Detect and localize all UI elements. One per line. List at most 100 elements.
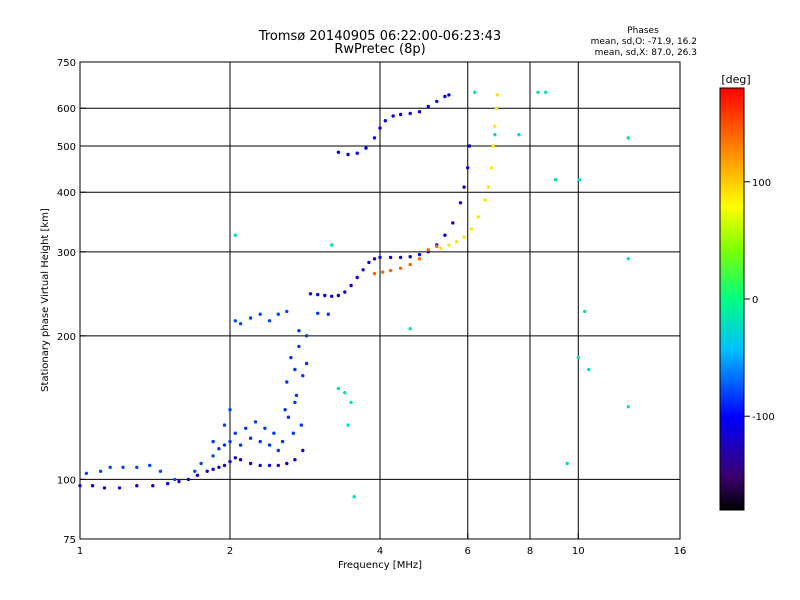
echo-point: [447, 93, 451, 97]
x-tick-label: 4: [377, 546, 383, 557]
echo-point: [102, 486, 107, 490]
echo-point: [372, 136, 377, 140]
x-tick-label: 8: [527, 546, 533, 557]
echo-point: [248, 461, 253, 466]
echo-point: [228, 439, 232, 444]
echo-point: [439, 246, 443, 251]
echo-point: [78, 484, 82, 488]
echo-point: [293, 458, 297, 462]
echo-point: [323, 293, 327, 298]
echo-point: [293, 400, 297, 405]
echo-point: [355, 275, 359, 280]
echo-point: [626, 405, 630, 409]
echo-point: [349, 400, 353, 405]
echo-point: [173, 477, 177, 482]
echo-point: [217, 465, 221, 469]
echo-point: [553, 178, 558, 182]
echo-point: [458, 201, 463, 205]
echo-point: [263, 426, 267, 430]
echo-point: [372, 257, 377, 261]
echo-point: [466, 166, 470, 170]
grid-lines: [80, 62, 680, 539]
echo-point: [238, 443, 243, 447]
echo-point: [443, 233, 447, 237]
y-tick-label: 400: [57, 188, 76, 199]
echo-point: [248, 436, 253, 440]
echo-point: [346, 423, 350, 427]
echo-point: [211, 467, 215, 471]
echo-point: [378, 126, 382, 130]
echo-point: [135, 484, 139, 488]
echo-point: [283, 408, 287, 412]
echo-point: [238, 322, 243, 326]
echo-point: [291, 431, 295, 435]
echo-point: [343, 290, 347, 294]
echo-point: [408, 255, 412, 259]
echo-point: [286, 415, 291, 419]
x-tick-label: 6: [465, 546, 471, 557]
echo-point: [378, 255, 382, 260]
echo-point: [383, 119, 387, 123]
echo-point: [398, 112, 403, 117]
echo-point: [258, 312, 262, 316]
y-tick-label: 500: [57, 142, 76, 153]
echo-point: [222, 443, 227, 447]
echo-point: [211, 454, 215, 458]
x-tick-label: 10: [572, 546, 585, 557]
y-tick-label: 750: [57, 58, 76, 69]
colorbar-tick-label: 0: [752, 295, 758, 306]
echo-point: [276, 463, 280, 468]
echo-point: [398, 266, 403, 270]
y-tick-label: 75: [63, 535, 76, 546]
echo-point: [364, 146, 368, 150]
x-tick-label: 16: [674, 546, 687, 557]
echo-point: [346, 152, 350, 157]
echo-point: [447, 243, 451, 247]
echo-point: [476, 215, 480, 219]
echo-point: [408, 262, 412, 267]
echo-point: [267, 443, 272, 447]
echo-point: [84, 471, 89, 475]
x-axis-ticks: 1 2 4 6 8 10 16: [77, 533, 687, 557]
echo-point: [166, 481, 170, 486]
echo-point: [297, 344, 301, 349]
echo-point: [233, 233, 237, 237]
echo-point: [491, 144, 495, 148]
colorbar-tick-label: 100: [752, 178, 771, 189]
echo-point: [435, 99, 439, 104]
echo-point: [517, 133, 521, 137]
echo-point: [117, 486, 122, 490]
echo-point: [308, 292, 313, 296]
echo-point: [285, 461, 289, 466]
echo-point: [336, 386, 341, 391]
echo-point: [493, 133, 497, 137]
echo-point: [494, 106, 499, 110]
x-tick-label: 2: [227, 546, 233, 557]
echo-point: [248, 316, 253, 320]
echo-point: [372, 271, 377, 276]
echo-point: [336, 293, 341, 298]
echo-point: [391, 114, 395, 118]
echo-point: [299, 423, 303, 427]
echo-point: [276, 312, 280, 316]
phases-heading: Phases: [627, 26, 659, 36]
colorbar: [719, 87, 745, 511]
echo-point: [233, 431, 237, 435]
echo-point: [193, 469, 197, 473]
echo-point: [408, 111, 412, 116]
echo-point: [294, 393, 299, 398]
echo-point: [565, 461, 569, 466]
echo-point: [258, 463, 262, 468]
echo-point: [367, 260, 371, 265]
echo-point: [462, 185, 466, 189]
echo-point: [293, 367, 297, 372]
echo-point: [443, 94, 447, 99]
echo-point: [228, 408, 232, 412]
echo-point: [417, 257, 422, 261]
echo-point: [289, 355, 293, 360]
x-axis-label: Frequency [MHz]: [338, 560, 422, 571]
echo-point: [330, 294, 334, 298]
y-tick-label: 600: [57, 104, 76, 115]
echo-point: [301, 448, 305, 453]
echo-point: [233, 319, 237, 323]
